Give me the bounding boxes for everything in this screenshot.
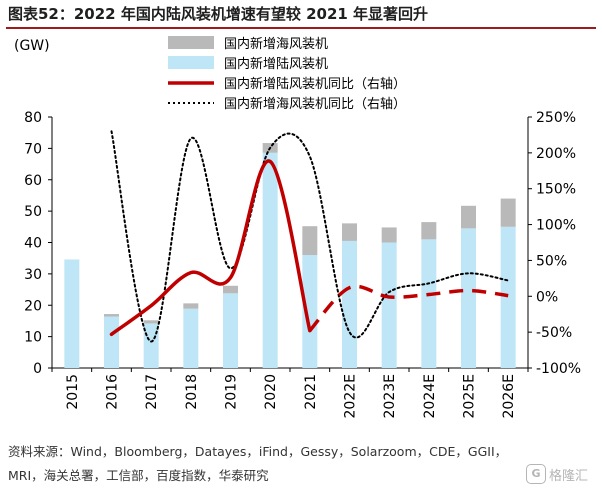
x-tick-label: 2020 [263, 374, 279, 410]
x-tick-label: 2017 [144, 374, 160, 410]
y-left-tick-label: 20 [24, 298, 42, 314]
y-left-tick-label: 30 [24, 267, 42, 283]
bar-onshore [223, 293, 238, 368]
title-rule [6, 27, 596, 29]
x-tick-label: 2023E [382, 374, 398, 418]
x-tick-label: 2026E [501, 374, 517, 418]
x-tick-label: 2015 [65, 374, 81, 410]
bar-onshore [342, 240, 357, 368]
y-right-tick-label: -100% [536, 361, 581, 377]
x-tick-label: 2021 [303, 374, 319, 410]
bar-onshore [421, 239, 437, 368]
legend-label: 国内新增陆风装机同比（右轴） [224, 76, 406, 92]
axes [48, 116, 532, 372]
y-right-tick-label: 0% [536, 289, 558, 305]
bar-onshore [143, 323, 159, 368]
y-left-tick-label: 10 [24, 330, 42, 346]
watermark-logo-icon: G [526, 464, 546, 484]
y-left-tick-label: 50 [24, 204, 42, 220]
legend-label: 国内新增海风装机同比（右轴） [224, 96, 406, 112]
bar-offshore [381, 227, 397, 243]
bar-onshore [302, 255, 318, 368]
x-tick-label: 2016 [105, 374, 121, 410]
x-tick-label: 2019 [224, 374, 240, 410]
y-right-tick-label: -50% [536, 325, 572, 341]
watermark: G 格隆汇 [526, 461, 598, 487]
bar-offshore [223, 285, 238, 294]
bar-onshore [262, 152, 278, 368]
y-left-tick-label: 0 [33, 361, 42, 377]
x-tick-label: 2018 [184, 374, 200, 410]
source-note: 资料来源：Wind，Bloomberg，Datayes，iFind，Gessy，… [8, 444, 508, 483]
bar-offshore [183, 303, 199, 309]
line-onshore-yoy-actual [109, 159, 312, 337]
bar-onshore [183, 308, 199, 368]
lines [109, 130, 510, 343]
chart: 0 10 20 30 40 50 60 70 80 (GW) -100% -50% 0% 50% 100% 1… [14, 36, 581, 418]
bar-offshore [302, 226, 318, 256]
y-left-unit-label: (GW) [14, 38, 50, 54]
y-right-tick-label: 250% [536, 110, 576, 126]
legend-label: 国内新增陆风装机 [224, 56, 328, 72]
y-right-tick-label: 100% [536, 218, 576, 234]
bar-onshore [104, 316, 119, 368]
x-tick-label: 2025E [462, 374, 478, 418]
bars [64, 143, 516, 368]
bar-onshore [500, 226, 516, 368]
y-left-tick-label: 40 [24, 236, 42, 252]
bar-offshore [461, 205, 476, 229]
line-onshore-yoy-projected [308, 284, 509, 332]
y-right-tick-label: 50% [536, 253, 567, 269]
legend-swatch [168, 36, 214, 49]
x-tick-label: 2024E [422, 374, 438, 418]
bar-offshore [500, 198, 516, 227]
legend-label: 国内新增海风装机 [224, 36, 328, 52]
bar-onshore [461, 228, 476, 368]
y-right-tick-label: 200% [536, 146, 576, 162]
line-offshore-yoy [110, 130, 510, 343]
bar-offshore [104, 314, 119, 317]
y-left-tick-label: 80 [24, 110, 42, 126]
bar-offshore [421, 222, 437, 240]
watermark-text: 格隆汇 [549, 468, 589, 484]
bar-onshore [381, 242, 397, 368]
y-left-tick-label: 60 [24, 173, 42, 189]
bar-offshore [342, 223, 357, 241]
tick-labels: 0 10 20 30 40 50 60 70 80 (GW) -100% -50% 0% 50% 100% 1… [14, 38, 581, 418]
y-left-tick-label: 70 [24, 141, 42, 157]
figure-title: 图表52：2022 年国内陆风装机增速有望较 2021 年显著回升 [8, 5, 429, 23]
y-right-tick-label: 150% [536, 182, 576, 198]
bar-offshore [143, 320, 159, 324]
x-tick-label: 2022E [343, 374, 359, 418]
bar-onshore [64, 259, 80, 368]
legend-swatch [168, 56, 214, 69]
